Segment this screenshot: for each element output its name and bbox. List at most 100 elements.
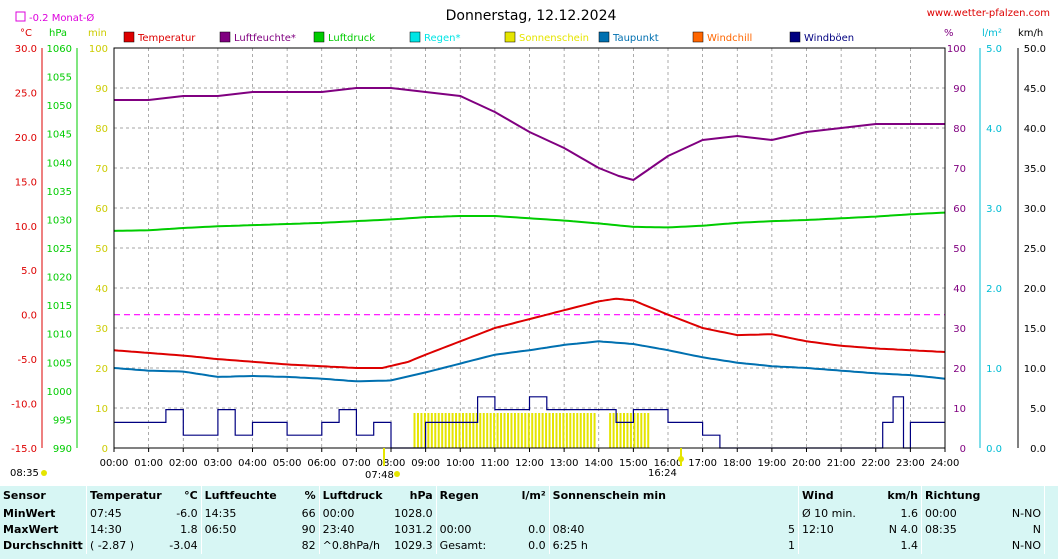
tick-label-pressure: 1060 bbox=[47, 44, 72, 55]
tick-label-wind: 40.0 bbox=[1024, 124, 1046, 135]
x-tick-label: 07:00 bbox=[342, 458, 371, 469]
sunshine-bar bbox=[489, 413, 492, 448]
rain-time bbox=[435, 506, 513, 522]
tick-label-humidity: 30 bbox=[953, 324, 966, 335]
sunshine-bar bbox=[626, 413, 629, 448]
sunshine-bar bbox=[548, 413, 551, 448]
legend-label: Taupunkt bbox=[612, 33, 659, 44]
tick-label-rain_min: 0 bbox=[102, 444, 108, 455]
sunshine-bar bbox=[458, 413, 461, 448]
x-tick-label: 03:00 bbox=[203, 458, 232, 469]
sunshine-bar bbox=[569, 413, 572, 448]
temp-value: -3.04 bbox=[169, 539, 198, 552]
tick-label-pressure: 1040 bbox=[47, 158, 72, 169]
sunshine-bar bbox=[482, 413, 485, 448]
tick-label-temp: -15.0 bbox=[11, 444, 37, 455]
series-layer bbox=[113, 87, 946, 449]
sun-icon bbox=[41, 470, 47, 476]
sunshine-bar bbox=[590, 413, 593, 448]
stats-row-avg: Durchschnitt ( -2.87 ) -3.04 82 ^0.8hPa/… bbox=[0, 538, 1058, 554]
tick-label-rain_min: 10 bbox=[95, 404, 108, 415]
sunshine-bar bbox=[609, 413, 612, 448]
sunshine-bar bbox=[437, 413, 440, 448]
month-diff-label: -0.2 Monat-Ø bbox=[29, 12, 94, 24]
x-tick-label: 19:00 bbox=[757, 458, 786, 469]
rain-time: Gesamt: bbox=[435, 538, 513, 554]
rain-unit: l/m² bbox=[982, 28, 1002, 39]
x-tick-label: 16:00 bbox=[654, 458, 683, 469]
row-label: MinWert bbox=[3, 507, 56, 520]
legend-swatch bbox=[692, 31, 704, 43]
temp-time: 14:30 bbox=[85, 522, 165, 538]
wind-time: 12:10 bbox=[798, 522, 876, 538]
x-tick-label: 00:00 bbox=[100, 458, 129, 469]
sunshine-bar bbox=[510, 413, 513, 448]
tick-label-pressure: 1035 bbox=[47, 187, 72, 198]
tick-label-humidity: 0 bbox=[960, 444, 966, 455]
sunshine-bar bbox=[534, 413, 537, 448]
legend-swatch bbox=[598, 31, 610, 43]
sun-value: 1 bbox=[788, 539, 796, 552]
tick-label-pressure: 1000 bbox=[47, 387, 72, 398]
header-sunshine: Sonnenschein min bbox=[548, 486, 799, 506]
row-label: Durchschnitt bbox=[3, 539, 83, 552]
sunshine-bar bbox=[531, 413, 534, 448]
sunshine-bar bbox=[468, 413, 471, 448]
tick-label-pressure: 1020 bbox=[47, 273, 72, 284]
sunshine-bar bbox=[616, 413, 619, 448]
sunrise-marker-label: 07:48 bbox=[365, 470, 394, 481]
tick-label-humidity: 50 bbox=[953, 244, 966, 255]
sunshine-bar bbox=[500, 413, 503, 448]
x-tick-label: 18:00 bbox=[723, 458, 752, 469]
sunshine-bar bbox=[451, 413, 454, 448]
tick-label-rain_min: 40 bbox=[95, 284, 108, 295]
sunshine-bar bbox=[503, 413, 506, 448]
header-pressure-unit: hPa bbox=[409, 489, 433, 502]
sunshine-bar bbox=[427, 413, 430, 448]
legend-label: Sonnenschein bbox=[519, 33, 589, 44]
tick-label-wind: 20.0 bbox=[1024, 284, 1046, 295]
hum-time: 14:35 bbox=[200, 506, 288, 522]
tick-label-wind: 30.0 bbox=[1024, 204, 1046, 215]
sunshine-bar bbox=[541, 413, 544, 448]
tick-label-humidity: 20 bbox=[953, 364, 966, 375]
dir-time: 00:00 bbox=[921, 506, 989, 522]
sunshine-bar bbox=[465, 413, 468, 448]
tick-label-pressure: 1010 bbox=[47, 330, 72, 341]
sunshine-bar bbox=[423, 413, 426, 448]
rain-min-unit: min bbox=[88, 28, 107, 39]
legend-swatch bbox=[409, 31, 421, 43]
sun-time: 08:40 bbox=[548, 522, 738, 538]
wind-time bbox=[798, 538, 876, 554]
sunshine-bar bbox=[593, 413, 596, 448]
legend-label: Windböen bbox=[804, 33, 854, 44]
tick-label-wind: 15.0 bbox=[1024, 324, 1046, 335]
tick-label-temp: 25.0 bbox=[15, 88, 37, 99]
sunshine-bar bbox=[416, 413, 419, 448]
tick-label-wind: 0.0 bbox=[1030, 444, 1046, 455]
tick-label-rain: 0.0 bbox=[986, 444, 1002, 455]
wind-value: 1.4 bbox=[900, 539, 919, 552]
press-value: 1031.2 bbox=[394, 523, 433, 536]
tick-label-temp: -10.0 bbox=[11, 400, 37, 411]
sunshine-bar bbox=[636, 413, 639, 448]
sunshine-bar bbox=[640, 413, 643, 448]
tick-label-pressure: 1045 bbox=[47, 130, 72, 141]
header-humidity: Luftfeuchte bbox=[200, 486, 288, 506]
rain-time: 00:00 bbox=[435, 522, 513, 538]
tick-label-pressure: 1050 bbox=[47, 101, 72, 112]
site-link[interactable]: www.wetter-pfalzen.com bbox=[927, 8, 1050, 19]
tick-label-wind: 5.0 bbox=[1030, 404, 1046, 415]
legend-label: Regen* bbox=[424, 33, 461, 44]
stats-row-max: MaxWert 14:30 1.8 06:50 90 23:40 1031.2 … bbox=[0, 522, 1058, 538]
legend-label: Windchill bbox=[707, 33, 752, 44]
sunshine-bar bbox=[583, 413, 586, 448]
tick-label-pressure: 990 bbox=[53, 444, 72, 455]
temp-time: 07:45 bbox=[85, 506, 165, 522]
tick-label-rain: 1.0 bbox=[986, 364, 1002, 375]
sunshine-bar bbox=[444, 413, 447, 448]
x-tick-label: 11:00 bbox=[480, 458, 509, 469]
series-line-temperatur bbox=[113, 297, 946, 369]
dir-value: N-NO bbox=[1011, 539, 1042, 552]
tick-label-wind: 50.0 bbox=[1024, 44, 1046, 55]
